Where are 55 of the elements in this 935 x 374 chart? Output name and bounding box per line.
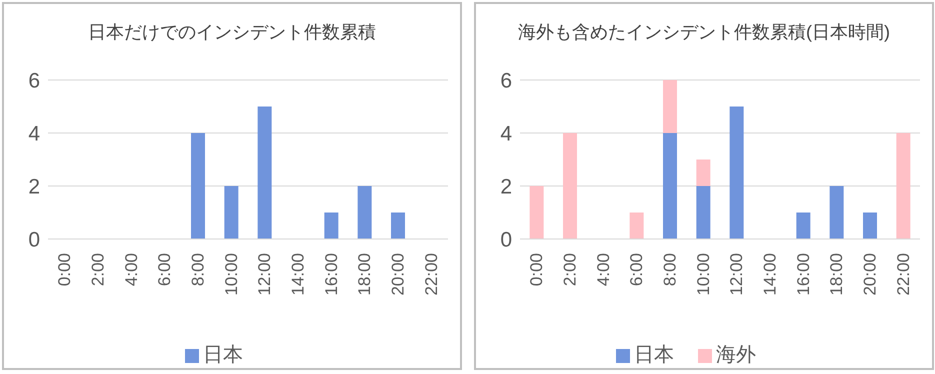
x-tick-label: 14:00 [288, 253, 308, 296]
y-tick-label: 0 [500, 228, 512, 252]
x-tick-label: 20:00 [388, 253, 408, 296]
bar [191, 133, 205, 239]
x-tick-label: 8:00 [188, 253, 208, 286]
bar [258, 106, 272, 239]
bar [863, 212, 877, 239]
chart-title: 日本だけでのインシデント件数累積 [87, 21, 377, 44]
bar [563, 133, 577, 239]
y-tick-label: 0 [28, 228, 40, 252]
x-tick-label: 4:00 [122, 253, 141, 286]
bar [324, 212, 338, 239]
y-tick-label: 6 [500, 69, 512, 92]
x-tick-label: 0:00 [527, 253, 546, 286]
bar [630, 212, 644, 239]
x-tick-label: 18:00 [827, 253, 846, 296]
x-tick-label: 10:00 [222, 253, 241, 296]
bar [663, 133, 677, 239]
y-tick-label: 2 [28, 175, 40, 198]
bar [224, 186, 238, 239]
bar [391, 212, 405, 239]
bar [358, 186, 372, 239]
x-tick-label: 2:00 [560, 253, 580, 286]
y-tick-label: 6 [28, 69, 40, 92]
x-tick-label: 10:00 [694, 253, 713, 296]
x-tick-label: 6:00 [155, 253, 174, 286]
legend-label: 日本 [203, 344, 243, 366]
x-tick-label: 22:00 [894, 253, 913, 296]
bar [663, 80, 677, 133]
x-tick-label: 12:00 [255, 253, 274, 296]
x-tick-label: 16:00 [794, 253, 813, 296]
bar [730, 106, 744, 239]
x-tick-label: 22:00 [422, 253, 441, 296]
x-tick-label: 2:00 [88, 253, 108, 286]
x-tick-label: 6:00 [627, 253, 646, 286]
x-tick-label: 14:00 [760, 253, 780, 296]
legend-label: 日本 [634, 344, 674, 366]
x-tick-label: 4:00 [594, 253, 613, 286]
bar [696, 186, 710, 239]
bar [830, 186, 844, 239]
bar [530, 186, 544, 239]
x-tick-label: 12:00 [727, 253, 746, 296]
y-tick-label: 4 [500, 122, 512, 146]
x-tick-label: 20:00 [860, 253, 880, 296]
x-tick-label: 16:00 [322, 253, 341, 296]
x-tick-label: 18:00 [355, 253, 374, 296]
x-tick-label: 8:00 [660, 253, 680, 286]
bar [696, 160, 710, 186]
chart-title: 海外も含めたインシデント件数累積(日本時間) [517, 21, 891, 44]
legend-label: 海外 [716, 344, 756, 366]
y-tick-label: 2 [500, 175, 512, 198]
bar [896, 133, 910, 239]
y-tick-label: 4 [28, 122, 40, 146]
bar [796, 212, 810, 239]
x-tick-label: 0:00 [55, 253, 74, 286]
